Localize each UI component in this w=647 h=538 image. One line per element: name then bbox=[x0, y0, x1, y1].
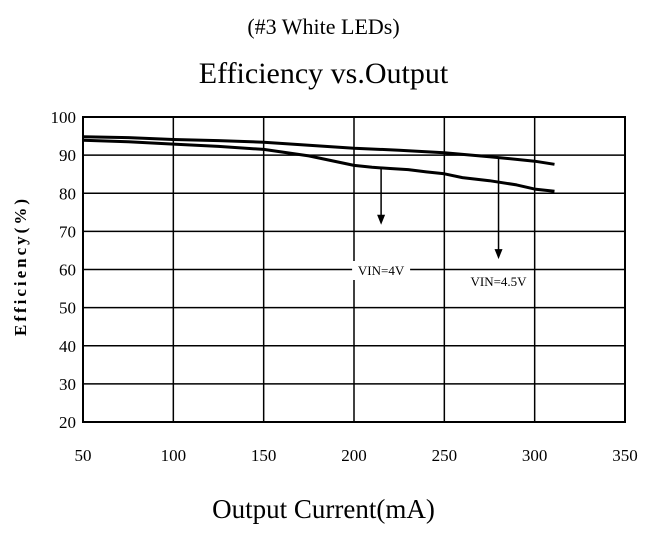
annotation-arrowhead bbox=[377, 214, 386, 225]
x-tick-label: 100 bbox=[161, 446, 187, 465]
x-tick-label: 200 bbox=[341, 446, 367, 465]
annotation-label-bg bbox=[352, 261, 411, 280]
annotation-label: VIN=4.5V bbox=[470, 274, 527, 289]
plot-frame bbox=[82, 116, 626, 423]
x-tick-label: 300 bbox=[522, 446, 548, 465]
chart-title: Efficiency vs.Output bbox=[198, 57, 449, 90]
y-tick-label: 50 bbox=[59, 299, 76, 318]
y-tick-label: 20 bbox=[59, 413, 76, 432]
x-tick-label: 50 bbox=[75, 446, 92, 465]
y-tick-label: 100 bbox=[51, 108, 77, 127]
chart-subtitle: (#3 White LEDs) bbox=[247, 14, 400, 39]
y-tick-label: 80 bbox=[59, 184, 76, 203]
series-line-vin-4v bbox=[82, 138, 555, 193]
x-axis-label: Output Current(mA) bbox=[212, 494, 435, 524]
y-tick-label: 40 bbox=[59, 337, 76, 356]
y-tick-label: 90 bbox=[59, 146, 76, 165]
annotation-arrowhead bbox=[494, 249, 503, 260]
x-tick-label: 150 bbox=[251, 446, 277, 465]
annotation-label: VIN=4V bbox=[358, 263, 405, 278]
series-line-vin-4-5v bbox=[82, 135, 555, 166]
y-tick-label: 70 bbox=[59, 222, 76, 241]
y-tick-label: 30 bbox=[59, 375, 76, 394]
x-tick-label: 350 bbox=[612, 446, 638, 465]
y-tick-label: 60 bbox=[59, 261, 76, 280]
annotation-label-bg bbox=[464, 272, 533, 291]
x-tick-label: 250 bbox=[432, 446, 458, 465]
